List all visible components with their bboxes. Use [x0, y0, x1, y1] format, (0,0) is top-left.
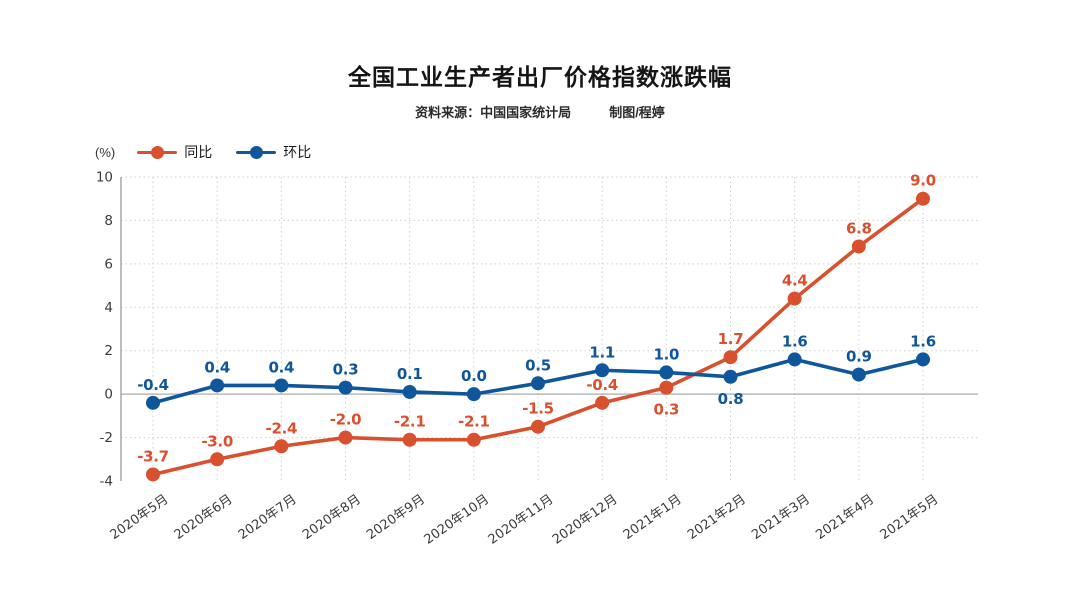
- data-point: [659, 365, 674, 380]
- data-point: [851, 239, 866, 254]
- x-axis-label: 2020年11月: [486, 492, 557, 548]
- x-axis-label: 2020年6月: [172, 492, 236, 543]
- data-point: [146, 395, 160, 410]
- line-dot-marker-icon: [236, 145, 277, 159]
- y-tick-label: 10: [96, 170, 113, 186]
- data-point: [723, 369, 738, 384]
- data-point: [916, 352, 930, 367]
- data-point-label: -2.1: [458, 413, 490, 431]
- data-point-label: 1.7: [718, 330, 744, 348]
- data-point-label: -3.0: [201, 432, 233, 450]
- x-axis-label: 2020年7月: [236, 492, 300, 543]
- data-source-label: 资料来源：中国国家统计局: [415, 105, 572, 120]
- data-point-label: -0.4: [137, 376, 169, 394]
- x-axis-label: 2020年5月: [108, 492, 172, 543]
- data-point-label: 1.6: [910, 332, 936, 350]
- legend-label-yoy: 同比: [184, 144, 213, 160]
- x-axis-label: 2020年8月: [300, 492, 364, 543]
- x-axis-label: 2020年10月: [422, 492, 493, 548]
- data-point: [595, 395, 610, 410]
- data-point-label: 0.0: [461, 367, 487, 385]
- y-tick-label: 4: [104, 300, 113, 316]
- y-tick-label: -4: [100, 474, 113, 490]
- data-point: [210, 378, 225, 393]
- x-axis-label: 2020年12月: [550, 492, 621, 548]
- data-point: [146, 467, 160, 482]
- data-point-label: 0.3: [653, 401, 679, 419]
- data-point: [787, 352, 802, 367]
- data-point: [787, 291, 802, 306]
- data-point-label: -3.7: [137, 447, 169, 465]
- data-point-label: 0.5: [525, 356, 551, 374]
- x-axis-label: 2021年1月: [621, 492, 685, 543]
- x-axis-label: 2021年4月: [813, 492, 877, 543]
- y-tick-label: 0: [104, 387, 113, 403]
- chart-subtitle: 资料来源：中国国家统计局 制图/程婷: [0, 102, 1080, 121]
- y-tick-label: 6: [104, 256, 113, 272]
- data-point: [531, 376, 545, 391]
- data-point-label: 1.6: [782, 332, 808, 350]
- data-point-label: 1.0: [653, 345, 679, 363]
- data-point: [274, 378, 289, 393]
- data-point: [210, 452, 225, 467]
- legend-item-yoy: 同比: [137, 142, 212, 162]
- data-point: [531, 419, 545, 434]
- data-point-label: 9.0: [910, 172, 936, 190]
- data-point: [338, 430, 353, 445]
- y-tick-label: 2: [104, 343, 113, 359]
- chart-title: 全国工业生产者出厂价格指数涨跌幅: [348, 64, 732, 90]
- data-point: [402, 384, 417, 399]
- data-point: [595, 363, 610, 378]
- data-point-label: 6.8: [846, 219, 872, 237]
- data-point-label: -2.1: [394, 413, 426, 431]
- data-point: [274, 439, 289, 454]
- credit-label: 制图/程婷: [609, 105, 665, 120]
- data-point: [723, 350, 738, 365]
- data-point-label: -1.5: [522, 400, 554, 418]
- x-axis-label: 2020年9月: [364, 492, 428, 543]
- data-point: [402, 432, 417, 447]
- data-point-label: 0.8: [718, 390, 744, 408]
- legend-label-mom: 环比: [283, 144, 312, 160]
- data-point-label: -2.4: [266, 419, 298, 437]
- data-point-label: 0.3: [333, 361, 359, 379]
- data-point: [466, 432, 481, 447]
- data-point-label: 0.4: [268, 358, 294, 376]
- x-axis-label: 2021年5月: [878, 492, 942, 543]
- data-point: [851, 367, 866, 382]
- y-axis-unit-label: (%): [95, 144, 116, 160]
- y-tick-label: -2: [100, 430, 113, 446]
- data-point-label: 0.9: [846, 348, 872, 366]
- chart-legend: (%) 同比 环比: [95, 142, 335, 162]
- data-point-label: 0.1: [397, 365, 423, 383]
- y-tick-label: 8: [104, 213, 113, 229]
- data-point: [466, 387, 481, 402]
- data-point-label: 4.4: [782, 272, 808, 290]
- data-point-label: 1.1: [589, 343, 615, 361]
- data-point-label: -2.0: [330, 411, 362, 429]
- data-point: [916, 191, 930, 206]
- data-point: [338, 380, 353, 395]
- line-dot-marker-icon: [137, 145, 178, 159]
- x-axis-label: 2021年2月: [685, 492, 749, 543]
- data-point-label: 0.4: [204, 358, 230, 376]
- data-point-label: -0.4: [586, 376, 618, 394]
- data-point: [659, 380, 674, 395]
- legend-item-mom: 环比: [236, 142, 311, 162]
- x-axis-label: 2021年3月: [749, 492, 813, 543]
